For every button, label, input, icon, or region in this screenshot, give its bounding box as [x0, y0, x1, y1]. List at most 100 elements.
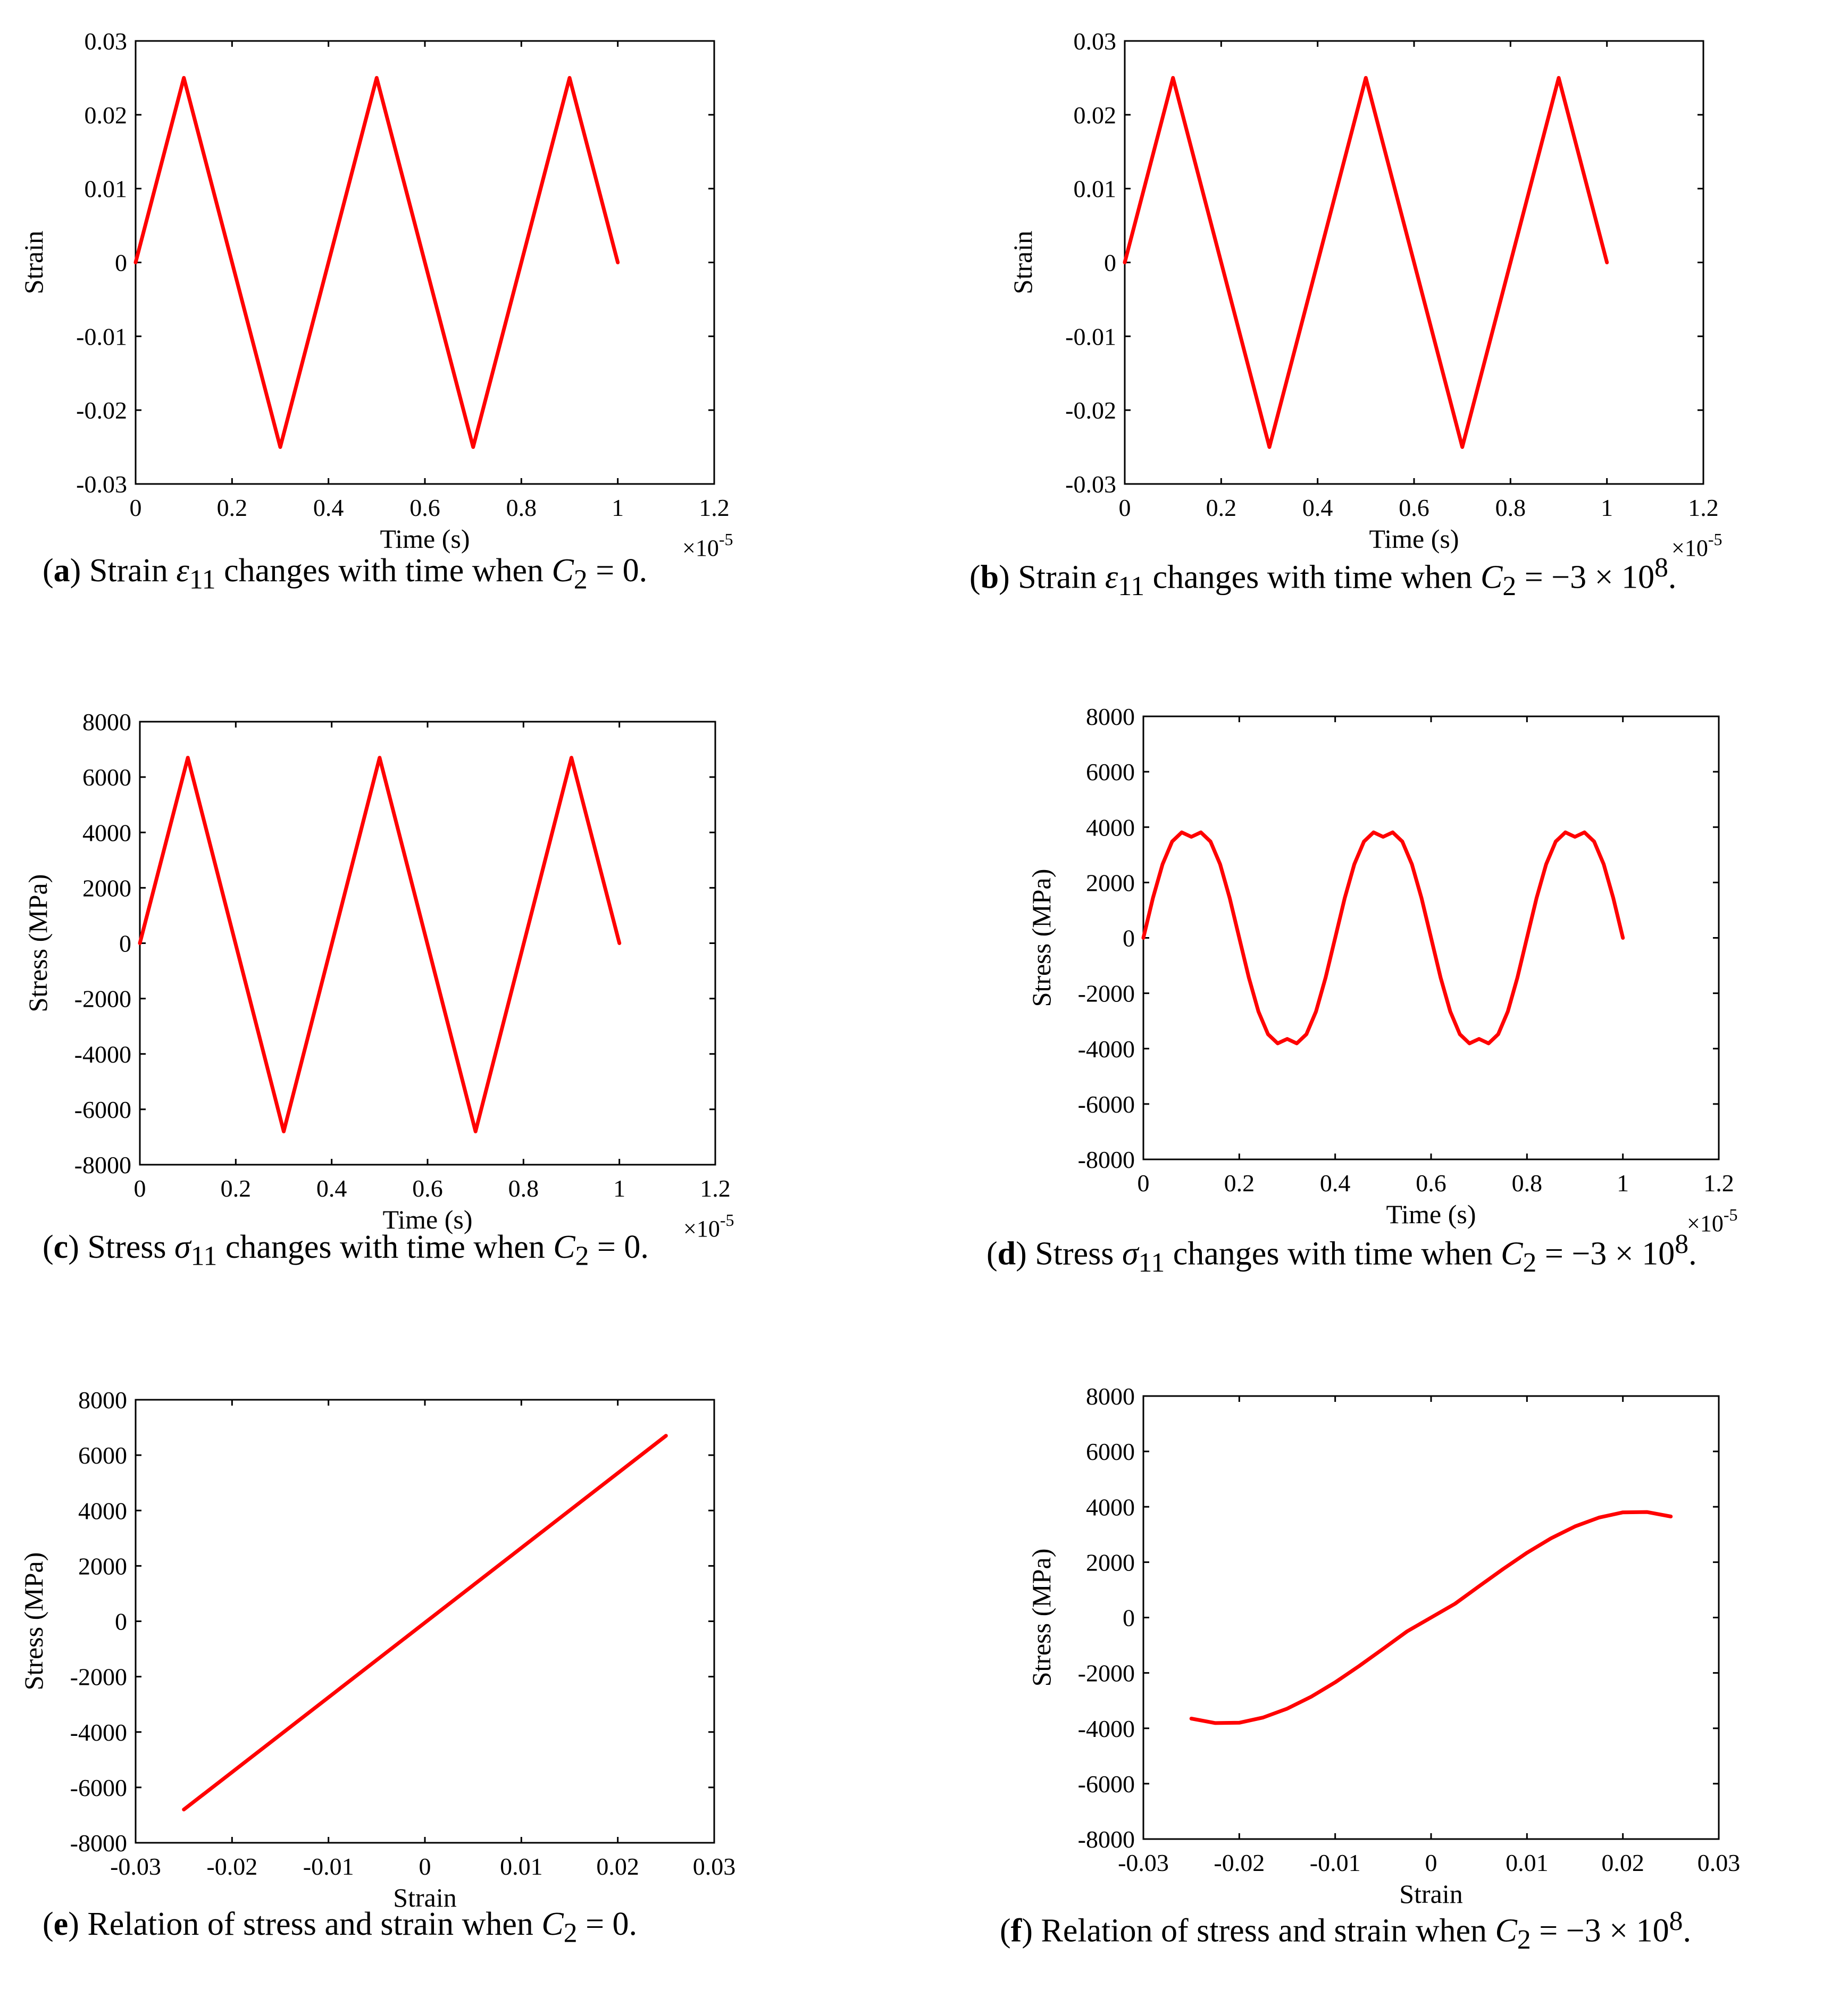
- x-tick-label: 0: [1119, 494, 1131, 521]
- caption-d: (d) Stress σ11 changes with time when C2…: [986, 1229, 1697, 1279]
- x-tick-label: 0.6: [409, 494, 440, 521]
- y-axis-label: Stress (MPa): [19, 1552, 48, 1691]
- y-tick-label: -8000: [1078, 1826, 1135, 1853]
- x-tick-label: 0.8: [506, 494, 537, 521]
- y-tick-label: 2000: [1086, 869, 1135, 896]
- x-tick-label: 0.02: [1601, 1849, 1644, 1876]
- x-axis-label: Time (s): [382, 1205, 472, 1234]
- x-tick-label: 0.03: [1698, 1849, 1741, 1876]
- y-tick-label: -8000: [70, 1829, 127, 1857]
- x-tick-label: 0.2: [217, 494, 248, 521]
- y-tick-label: 4000: [82, 819, 131, 846]
- x-tick-label: 0.4: [316, 1175, 347, 1202]
- x-tick-label: 1: [1601, 494, 1613, 521]
- x-axis-exponent-power: -5: [720, 1210, 734, 1230]
- x-tick-label: 0.4: [1302, 494, 1333, 521]
- x-axis-label: Time (s): [380, 524, 470, 554]
- y-tick-label: 2000: [1086, 1549, 1135, 1576]
- y-tick-label: 8000: [1086, 703, 1135, 730]
- y-tick-label: -2000: [1078, 980, 1135, 1007]
- y-tick-label: -2000: [74, 985, 131, 1013]
- y-tick-label: 6000: [78, 1442, 127, 1469]
- y-tick-label: -8000: [1078, 1146, 1135, 1173]
- x-axis-exponent: ×10-5: [1671, 530, 1722, 561]
- y-axis-label: Stress (MPa): [1026, 869, 1056, 1007]
- x-axis-exponent-power: -5: [719, 530, 733, 549]
- chart-panel-e: -0.03 -0.02 -0.01 0 0.01 0.02 0.03 -8000 -6000 -4…: [19, 1386, 735, 1912]
- y-tick-label: 4000: [1086, 1493, 1135, 1520]
- x-tick-label: -0.02: [206, 1853, 257, 1880]
- y-tick-label: -4000: [1078, 1715, 1135, 1742]
- y-tick-label: -6000: [70, 1774, 127, 1801]
- y-tick-label: -0.01: [76, 323, 127, 350]
- x-tick-label: 0.6: [412, 1175, 443, 1202]
- y-tick-label: 6000: [1086, 1438, 1135, 1465]
- y-tick-label: 4000: [1086, 814, 1135, 841]
- y-tick-label: 0.01: [1074, 176, 1117, 203]
- x-tick-label: 0: [1138, 1169, 1150, 1197]
- x-tick-label: 0.2: [221, 1175, 252, 1202]
- y-tick-label: 6000: [82, 764, 131, 791]
- y-tick-label: 0.02: [85, 102, 128, 129]
- series-line-strain: [133, 76, 620, 449]
- y-tick-label: -4000: [74, 1041, 131, 1068]
- y-tick-label: -2000: [70, 1664, 127, 1691]
- chart-panel-d: 0 0.2 0.4 0.6 0.8 1 1.2 -8000 -6000 -4000 -2000 0 20…: [1026, 703, 1737, 1236]
- y-tick-label: 0.01: [85, 176, 128, 203]
- x-tick-label: 0.2: [1206, 494, 1237, 521]
- x-axis-exponent: ×10-5: [1687, 1205, 1737, 1236]
- x-tick-label: 1: [1617, 1169, 1629, 1197]
- x-tick-label: 0.02: [596, 1853, 639, 1880]
- x-axis-exponent: ×10-5: [682, 530, 733, 561]
- x-axis-label: Time (s): [1369, 524, 1459, 554]
- y-axis-label: Strain: [19, 231, 48, 294]
- caption-e: (e) Relation of stress and strain when C…: [43, 1906, 638, 1949]
- y-tick-label: -6000: [74, 1096, 131, 1123]
- x-tick-label: -0.03: [110, 1853, 161, 1880]
- y-tick-label: 4000: [78, 1497, 127, 1524]
- x-tick-label: 0.4: [313, 494, 344, 521]
- chart-panel-b: 0 0.2 0.4 0.6 0.8 1 1.2 -0.03 -0.02 -0.01 0 0.01 0.0…: [1008, 28, 1722, 561]
- y-tick-label: -2000: [1078, 1660, 1135, 1687]
- y-axis-label: Strain: [1008, 231, 1038, 294]
- x-axis-exponent-power: -5: [1708, 530, 1722, 549]
- x-tick-label: 1: [612, 494, 624, 521]
- y-tick-label: 0: [115, 249, 127, 277]
- y-tick-label: -4000: [70, 1719, 127, 1746]
- caption-a: (a) Strain ε11 changes with time when C2…: [43, 553, 648, 595]
- x-tick-label: 0.8: [1512, 1169, 1543, 1197]
- y-tick-label: -4000: [1078, 1035, 1135, 1063]
- y-tick-label: -0.03: [76, 471, 127, 498]
- x-tick-label: 1.2: [1688, 494, 1719, 521]
- x-tick-label: 1: [613, 1175, 625, 1202]
- y-tick-label: 0.03: [1074, 28, 1117, 55]
- y-tick-label: -0.02: [1065, 397, 1116, 424]
- chart-panel-c: 0 0.2 0.4 0.6 0.8 1 1.2 -8000 -6000 -4000 -2000 0 20…: [23, 708, 734, 1242]
- x-tick-label: 0.4: [1320, 1169, 1351, 1197]
- x-tick-label: 0: [1425, 1849, 1437, 1876]
- x-tick-label: -0.02: [1214, 1849, 1265, 1876]
- y-tick-label: -0.01: [1065, 323, 1116, 350]
- x-tick-label: -0.03: [1118, 1849, 1169, 1876]
- x-axis-exponent: ×10-5: [683, 1210, 734, 1242]
- y-axis-label: Stress (MPa): [1026, 1549, 1056, 1687]
- y-tick-label: 6000: [1086, 758, 1135, 786]
- x-axis-label: Strain: [1399, 1879, 1462, 1909]
- x-axis-label: Time (s): [1386, 1199, 1476, 1229]
- y-tick-label: -6000: [1078, 1091, 1135, 1118]
- y-tick-label: 8000: [82, 708, 131, 736]
- x-tick-label: 0: [130, 494, 142, 521]
- x-tick-label: 0: [419, 1853, 431, 1880]
- y-tick-label: 0: [1123, 1605, 1135, 1632]
- series-line-stress: [1141, 830, 1625, 1046]
- caption-c: (c) Stress σ11 changes with time when C2…: [43, 1229, 649, 1272]
- series-line-stress-strain: [182, 1434, 668, 1811]
- y-tick-label: 2000: [82, 874, 131, 901]
- y-axis-label: Stress (MPa): [23, 874, 53, 1013]
- y-tick-label: 2000: [78, 1552, 127, 1580]
- y-tick-label: -6000: [1078, 1770, 1135, 1798]
- y-tick-label: -8000: [74, 1151, 131, 1179]
- chart-panel-a: 0 0.2 0.4 0.6 0.8 1 1.2 -0.03 -0.02 -0.01 0 0.01 0.0…: [19, 28, 733, 561]
- y-tick-label: 0: [119, 930, 131, 957]
